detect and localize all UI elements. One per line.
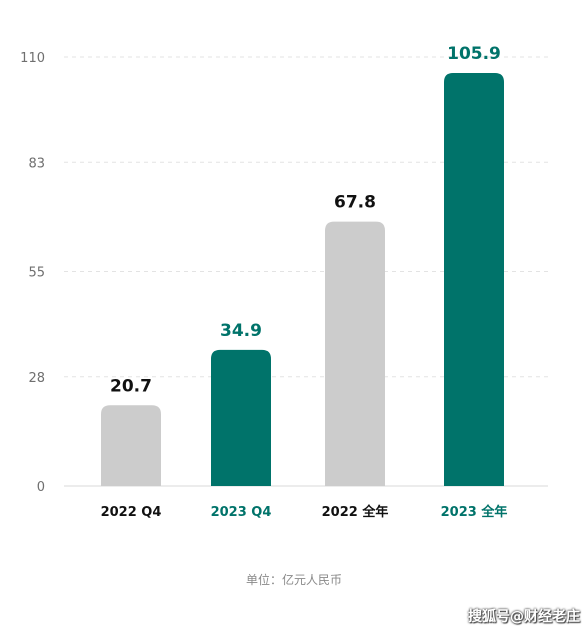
value-labels: 20.7 34.9 67.8 105.9: [110, 44, 501, 396]
y-tick-label: 83: [28, 156, 45, 171]
category-label-4: 2023 全年: [441, 504, 508, 520]
value-label-1: 20.7: [110, 376, 152, 396]
bars: [101, 72, 504, 487]
bar-1: [101, 405, 161, 486]
y-tick-label: 0: [37, 480, 45, 495]
y-tick-label: 110: [20, 51, 45, 66]
category-label-2: 2023 Q4: [211, 505, 272, 520]
value-label-2: 34.9: [220, 321, 262, 341]
y-axis-ticks: 0 28 55 83 110: [20, 51, 45, 495]
value-label-4: 105.9: [447, 44, 501, 64]
bar-2: [211, 349, 271, 486]
bar-4: [444, 72, 504, 487]
watermark: 搜狐号@财经老庄: [468, 609, 580, 625]
category-label-1: 2022 Q4: [101, 505, 162, 520]
bar-3: [325, 221, 385, 486]
x-axis-categories: 2022 Q4 2023 Q4 2022 全年 2023 全年: [101, 504, 508, 520]
unit-note: 单位：亿元人民币: [245, 573, 342, 587]
y-tick-label: 55: [28, 266, 45, 281]
category-label-3: 2022 全年: [322, 504, 389, 520]
value-label-3: 67.8: [334, 193, 376, 213]
y-tick-label: 28: [28, 371, 45, 386]
